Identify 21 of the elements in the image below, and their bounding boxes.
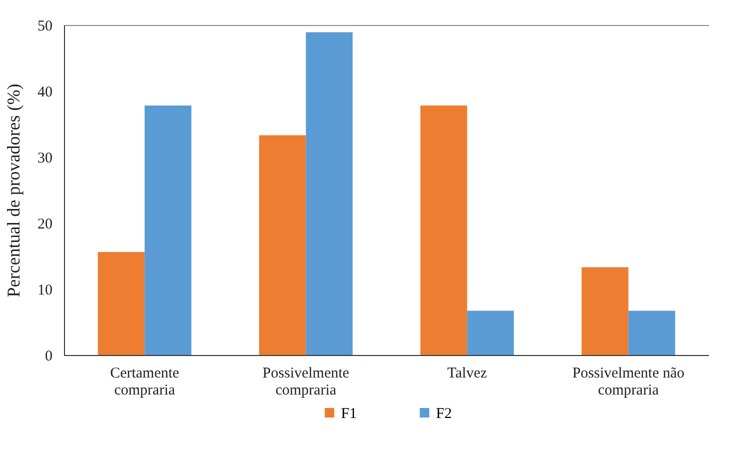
bar xyxy=(98,252,145,355)
bar xyxy=(628,310,676,355)
bar xyxy=(259,135,306,355)
legend-label: F1 xyxy=(341,406,357,422)
bar xyxy=(467,310,514,355)
y-tick-label: 10 xyxy=(38,282,52,298)
bar xyxy=(144,106,192,355)
bar xyxy=(306,32,353,355)
y-axis-title: Percentual de provadores (%) xyxy=(4,84,24,298)
y-tick-label: 50 xyxy=(38,18,52,34)
y-tick-label: 40 xyxy=(38,84,52,100)
legend-label: F2 xyxy=(436,406,452,422)
y-tick-label: 20 xyxy=(38,216,52,232)
bar xyxy=(420,106,468,355)
y-tick-label: 0 xyxy=(45,348,52,364)
x-tick-label: Possivelmente não compraria xyxy=(572,366,684,398)
x-tick-label: Talvez xyxy=(447,366,488,382)
x-tick-label: Certamente compraria xyxy=(110,366,180,398)
bar xyxy=(582,267,628,355)
y-tick-label: 30 xyxy=(38,150,52,166)
x-tick-label: Possivelmente compraria xyxy=(262,366,350,398)
